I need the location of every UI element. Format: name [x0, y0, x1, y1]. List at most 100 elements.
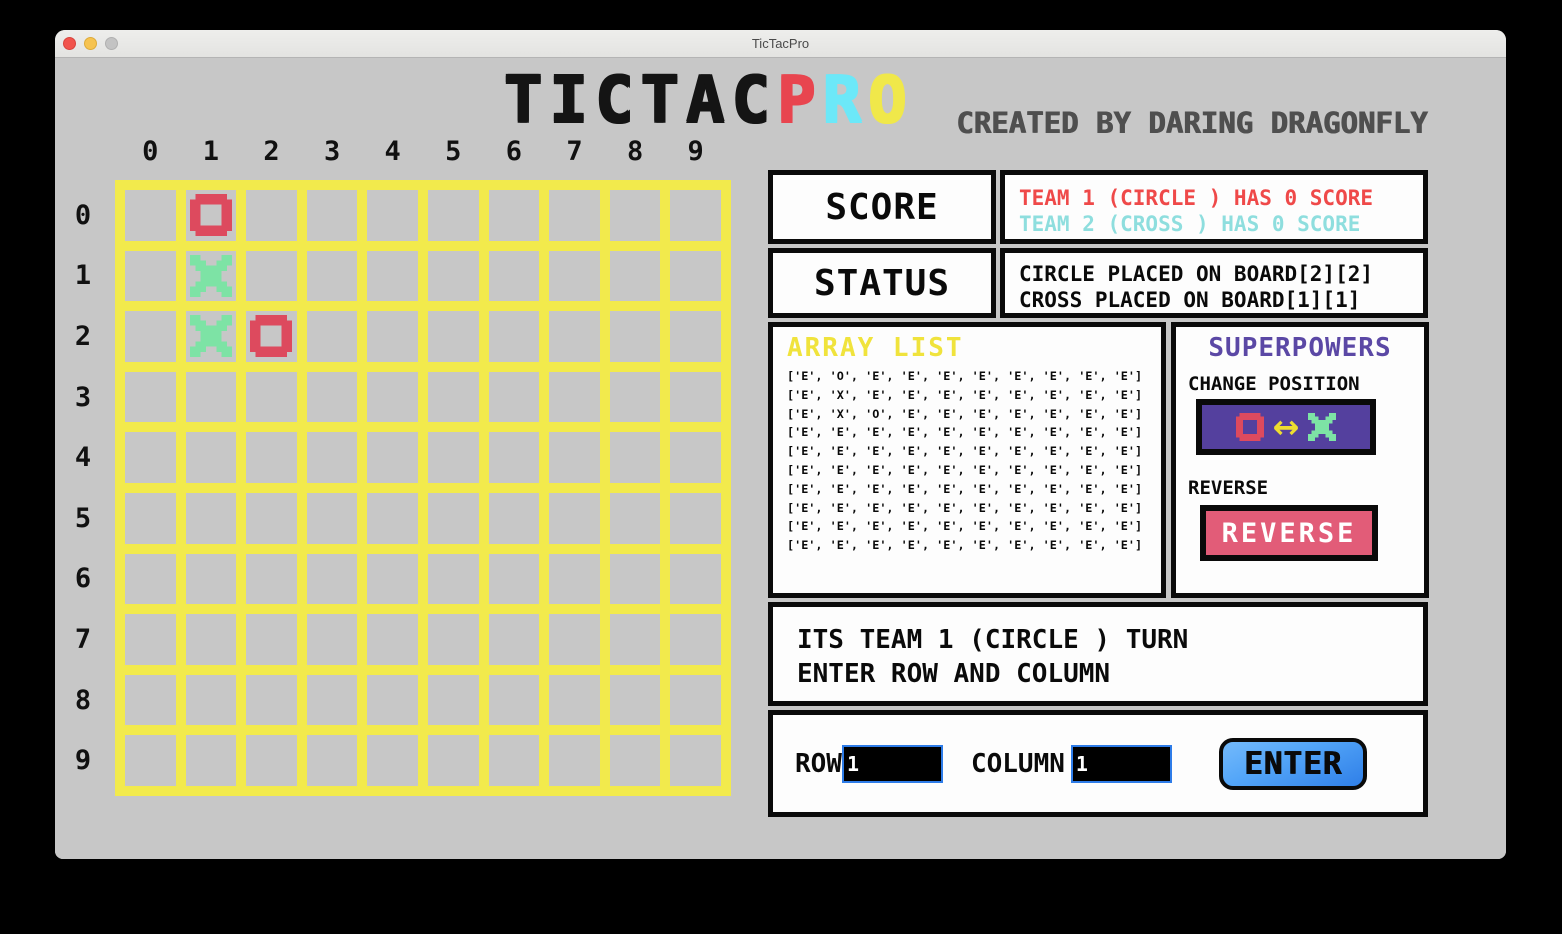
board-cell-0-1 — [185, 190, 237, 241]
array-row-1: ['E', 'X', 'E', 'E', 'E', 'E', 'E', 'E',… — [787, 387, 1143, 402]
board-cell-8-5 — [427, 674, 479, 726]
board-cell-4-0 — [125, 432, 176, 483]
board-cell-6-2 — [246, 553, 297, 605]
board-cell-6-0 — [125, 553, 176, 605]
board-cell-7-0 — [125, 614, 176, 665]
board-cell-5-3 — [306, 492, 358, 544]
column-label-1: 1 — [202, 136, 220, 167]
column-label-3: 3 — [323, 136, 341, 167]
cross-mark-icon — [189, 254, 232, 297]
board-cell-2-5 — [427, 311, 479, 362]
board-cell-7-4 — [367, 614, 418, 665]
array-row-9: ['E', 'E', 'E', 'E', 'E', 'E', 'E', 'E',… — [787, 538, 1143, 553]
column-label-7: 7 — [566, 136, 583, 167]
board-cell-9-5 — [427, 735, 479, 786]
board-cell-7-1 — [185, 614, 237, 665]
reverse-button[interactable]: REVERSE — [1200, 505, 1378, 561]
row-input[interactable] — [841, 744, 943, 783]
board-cell-7-7 — [549, 614, 600, 665]
board-cell-6-7 — [549, 553, 600, 605]
board-cell-3-1 — [185, 371, 237, 423]
board-cell-3-2 — [246, 371, 297, 423]
enter-button[interactable]: ENTER — [1219, 737, 1367, 790]
status-line-1: CIRCLE PLACED ON BOARD[2][2] — [1019, 262, 1374, 286]
board-cell-3-0 — [125, 371, 176, 423]
column-label-9: 9 — [687, 136, 704, 167]
column-label-5: 5 — [445, 136, 462, 167]
board-cell-5-6 — [488, 492, 540, 544]
row-label-2: 2 — [74, 320, 92, 352]
swap-arrow-icon: ↔ — [1272, 408, 1300, 446]
status-panel: CIRCLE PLACED ON BOARD[2][2] CROSS PLACE… — [1000, 248, 1428, 318]
superpowers-panel: SUPERPOWERS CHANGE POSITION ↔ REVERSE RE… — [1171, 322, 1429, 598]
array-list-title: ARRAY LIST — [787, 333, 964, 363]
board-cell-6-8 — [609, 553, 661, 605]
column-label-4: 4 — [384, 136, 401, 167]
array-row-7: ['E', 'E', 'E', 'E', 'E', 'E', 'E', 'E',… — [787, 500, 1143, 515]
array-row-6: ['E', 'E', 'E', 'E', 'E', 'E', 'E', 'E',… — [787, 481, 1143, 496]
board-cell-4-9 — [670, 432, 721, 483]
board-cell-1-1 — [185, 250, 237, 302]
board-cell-6-6 — [488, 553, 540, 605]
board-cell-8-8 — [609, 674, 661, 726]
circle-icon — [1235, 413, 1264, 441]
board-cell-1-9 — [670, 250, 721, 302]
board-cell-1-6 — [488, 250, 540, 302]
row-label-8: 8 — [74, 684, 92, 716]
board-cell-7-5 — [427, 614, 479, 665]
board-cell-7-8 — [609, 614, 661, 665]
game-board — [115, 180, 731, 796]
board-cell-4-3 — [306, 432, 358, 483]
board-cell-0-7 — [549, 190, 600, 241]
board-cell-6-4 — [367, 553, 418, 605]
column-input[interactable] — [1070, 744, 1172, 783]
board-cell-4-5 — [427, 432, 479, 483]
board-cell-9-6 — [488, 735, 540, 786]
board-column-labels: 0 1 2 3 4 5 6 7 8 9 — [115, 136, 731, 168]
change-position-button[interactable]: ↔ — [1196, 399, 1376, 455]
board-cell-7-2 — [246, 614, 297, 665]
row-label-4: 4 — [74, 442, 92, 474]
board-row-labels: 0 1 2 3 4 5 6 7 8 9 — [59, 180, 107, 796]
board-cell-8-6 — [488, 674, 540, 726]
board-cell-4-8 — [609, 432, 661, 483]
board-cell-0-5 — [427, 190, 479, 241]
status-panel-title: STATUS — [813, 262, 951, 304]
app-window: TicTacPro TICTAC P R O CREATED BY DARING DR… — [55, 30, 1506, 859]
board-cell-4-7 — [549, 432, 600, 483]
board-cell-8-4 — [367, 674, 418, 726]
board-cell-3-8 — [609, 371, 661, 423]
cross-mark-icon — [189, 315, 232, 358]
board-cell-9-3 — [306, 735, 358, 786]
board-cell-8-7 — [549, 674, 600, 726]
board-cell-9-0 — [125, 735, 176, 786]
board-cell-9-2 — [246, 735, 297, 786]
logo-segment: O — [867, 63, 913, 137]
board-cell-9-9 — [670, 735, 721, 786]
board-cell-3-7 — [549, 371, 600, 423]
cross-icon — [1308, 413, 1337, 441]
array-row-2: ['E', 'X', 'O', 'E', 'E', 'E', 'E', 'E',… — [787, 406, 1143, 421]
board-cell-6-3 — [306, 553, 358, 605]
logo-segment: R — [821, 63, 868, 137]
logo-segment: TICTAC — [503, 63, 777, 137]
game-screen: TICTAC P R O CREATED BY DARING DRAGONFLY 0 1… — [55, 58, 1506, 859]
board-cell-3-9 — [670, 371, 721, 423]
board-cell-2-9 — [670, 311, 721, 362]
board-cell-1-4 — [367, 250, 418, 302]
window-title: TicTacPro — [751, 36, 810, 51]
array-list-rows: ['E', 'O', 'E', 'E', 'E', 'E', 'E', 'E',… — [787, 367, 1161, 555]
board-cell-5-4 — [367, 492, 418, 544]
board-cell-1-7 — [549, 250, 600, 302]
board-cell-5-0 — [125, 492, 176, 544]
cross-icon — [1308, 413, 1337, 441]
row-label: ROW — [795, 748, 842, 779]
board-cell-8-9 — [670, 674, 721, 726]
minimize-icon[interactable] — [84, 37, 97, 50]
close-icon[interactable] — [63, 37, 76, 50]
board-cell-4-6 — [488, 432, 540, 483]
score-panel-title: SCORE — [825, 186, 939, 228]
board-cell-2-2 — [246, 311, 297, 362]
zoom-icon[interactable] — [105, 37, 118, 50]
status-panel-header: STATUS — [768, 248, 996, 318]
